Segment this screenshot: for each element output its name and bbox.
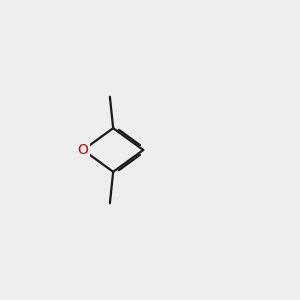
- Text: O: O: [78, 143, 88, 157]
